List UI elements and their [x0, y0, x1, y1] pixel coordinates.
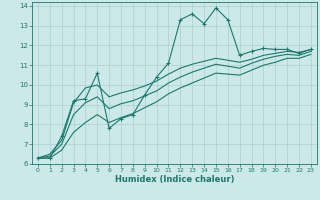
X-axis label: Humidex (Indice chaleur): Humidex (Indice chaleur) — [115, 175, 234, 184]
